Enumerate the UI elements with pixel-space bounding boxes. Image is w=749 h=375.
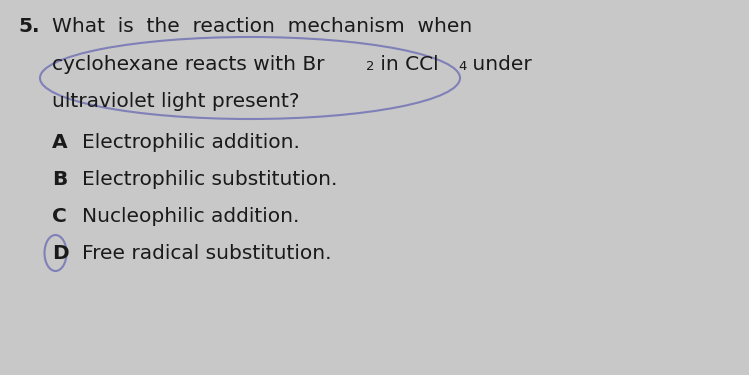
Text: in CCl: in CCl	[374, 55, 439, 74]
Text: D: D	[52, 244, 69, 263]
Text: B: B	[52, 170, 67, 189]
Text: Electrophilic substitution.: Electrophilic substitution.	[82, 170, 337, 189]
Text: Electrophilic addition.: Electrophilic addition.	[82, 133, 300, 152]
Text: 2: 2	[366, 60, 374, 74]
Text: C: C	[52, 207, 67, 226]
Text: under: under	[467, 55, 533, 74]
Text: What  is  the  reaction  mechanism  when: What is the reaction mechanism when	[52, 17, 473, 36]
Text: A: A	[52, 133, 67, 152]
Text: ultraviolet light present?: ultraviolet light present?	[52, 92, 300, 111]
Text: 5.: 5.	[18, 17, 40, 36]
Text: Nucleophilic addition.: Nucleophilic addition.	[82, 207, 300, 226]
Text: 4: 4	[458, 60, 467, 74]
Text: Free radical substitution.: Free radical substitution.	[82, 244, 332, 263]
Text: cyclohexane reacts with Br: cyclohexane reacts with Br	[52, 55, 324, 74]
